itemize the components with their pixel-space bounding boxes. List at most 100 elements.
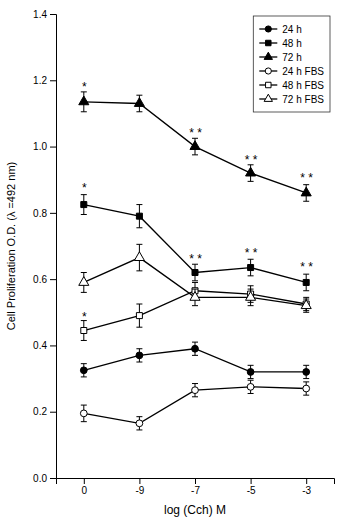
legend: 24 h 48 h 72 h 24 h FBS 48 h FBS 72 h FBS (253, 16, 330, 112)
series (81, 282, 309, 340)
annotation: * * (300, 260, 313, 274)
legend-item: 48 h (259, 38, 301, 49)
legend-label: 48 h FBS (282, 80, 324, 91)
annotation: * * (300, 171, 313, 185)
marker (247, 369, 254, 376)
line (84, 205, 306, 283)
error-bar (136, 205, 142, 228)
y-tick: 0.0 (33, 473, 56, 484)
x-tick-mark (84, 478, 85, 484)
marker (79, 277, 89, 286)
legend-label: 48 h (282, 38, 301, 49)
x-axis: 0 -9 -7 -5 -3 (57, 478, 335, 496)
error-bar (136, 349, 142, 362)
error-bar (192, 342, 198, 355)
marker (301, 300, 311, 309)
x-tick-mark (306, 478, 307, 484)
y-tick-mark (50, 412, 56, 413)
y-tick-mark (50, 478, 56, 479)
annotations: **** ** ** ** ** ** * (81, 80, 312, 324)
legend-item: 24 h FBS (259, 66, 324, 77)
legend-symbol (266, 40, 271, 45)
error-bar (136, 304, 142, 327)
marker (190, 141, 200, 150)
annotation: * * (244, 153, 257, 167)
marker (134, 252, 144, 261)
x-tick-label: -5 (247, 485, 256, 496)
y-tick-mark (50, 279, 56, 280)
marker (134, 98, 144, 107)
y-tick-mark (50, 80, 56, 81)
series-group (79, 92, 311, 430)
x-tick: 0 (82, 478, 88, 496)
error-bar (81, 364, 87, 377)
error-bar (192, 264, 198, 281)
y-tick-label: 0.4 (33, 340, 47, 351)
annotation: * (81, 181, 86, 195)
marker (192, 345, 199, 352)
x-tick: -7 (191, 478, 200, 496)
series (81, 195, 309, 291)
error-bar (303, 382, 309, 395)
error-bar (248, 365, 254, 378)
marker (136, 213, 142, 219)
legend-item: 48 h FBS (259, 80, 324, 91)
y-tick-label: 0.0 (33, 473, 47, 484)
y-tick-mark (50, 14, 56, 15)
legend-label: 24 h FBS (282, 66, 324, 77)
y-tick: 1.2 (33, 75, 56, 86)
y-tick-label: 0.6 (33, 274, 47, 285)
line (84, 102, 306, 193)
series (80, 342, 309, 378)
x-axis-line (57, 479, 335, 485)
y-tick: 1.0 (33, 141, 56, 152)
annotation: * * (244, 246, 257, 260)
error-bar (192, 384, 198, 397)
legend-symbol (264, 94, 272, 101)
marker (246, 292, 256, 301)
marker (303, 279, 309, 285)
annotation: * * (189, 252, 202, 266)
marker (136, 352, 143, 359)
marker (192, 270, 198, 276)
x-axis-title: log (Cch) M (164, 503, 226, 517)
marker (303, 385, 310, 392)
y-axis-line (50, 15, 57, 479)
x-tick-mark (139, 478, 140, 484)
y-tick-mark (50, 213, 56, 214)
x-tick-mark (251, 478, 252, 484)
marker (248, 265, 254, 271)
marker (136, 313, 142, 319)
marker (81, 328, 87, 334)
legend-label: 72 h (282, 52, 301, 63)
error-bar (248, 259, 254, 276)
y-tick-label: 1.4 (33, 9, 47, 20)
x-tick: -5 (247, 478, 256, 496)
legend-label: 72 h FBS (282, 94, 324, 105)
y-tick-label: 1.2 (33, 75, 47, 86)
chart: 0.00.20.40.60.81.01.21.40-9-7-5-3**** **… (0, 0, 346, 524)
y-tick: 0.6 (33, 274, 56, 285)
legend-label: 24 h (282, 24, 301, 35)
marker (301, 187, 311, 196)
marker (246, 167, 256, 176)
legend-item: 72 h (259, 52, 301, 63)
marker (136, 420, 143, 427)
series (80, 380, 309, 430)
marker (247, 383, 254, 390)
y-axis: 0.00.20.40.60.81.01.21.4 (33, 9, 56, 484)
y-tick: 1.4 (33, 9, 56, 20)
legend-symbol (266, 82, 271, 87)
error-bar (303, 365, 309, 378)
y-tick-mark (50, 147, 56, 148)
plot: 0.00.20.40.60.81.01.21.40-9-7-5-3**** **… (33, 9, 334, 496)
y-axis-title: Cell Proliferation O.D. (λ =492 nm) (5, 162, 17, 330)
legend-symbol (264, 52, 272, 59)
x-tick: -9 (135, 478, 144, 496)
y-tick: 0.8 (33, 208, 56, 219)
legend-item: 24 h (259, 24, 301, 35)
marker (80, 367, 87, 374)
y-tick-label: 0.8 (33, 208, 47, 219)
line (84, 291, 306, 331)
x-tick: -3 (302, 478, 311, 496)
